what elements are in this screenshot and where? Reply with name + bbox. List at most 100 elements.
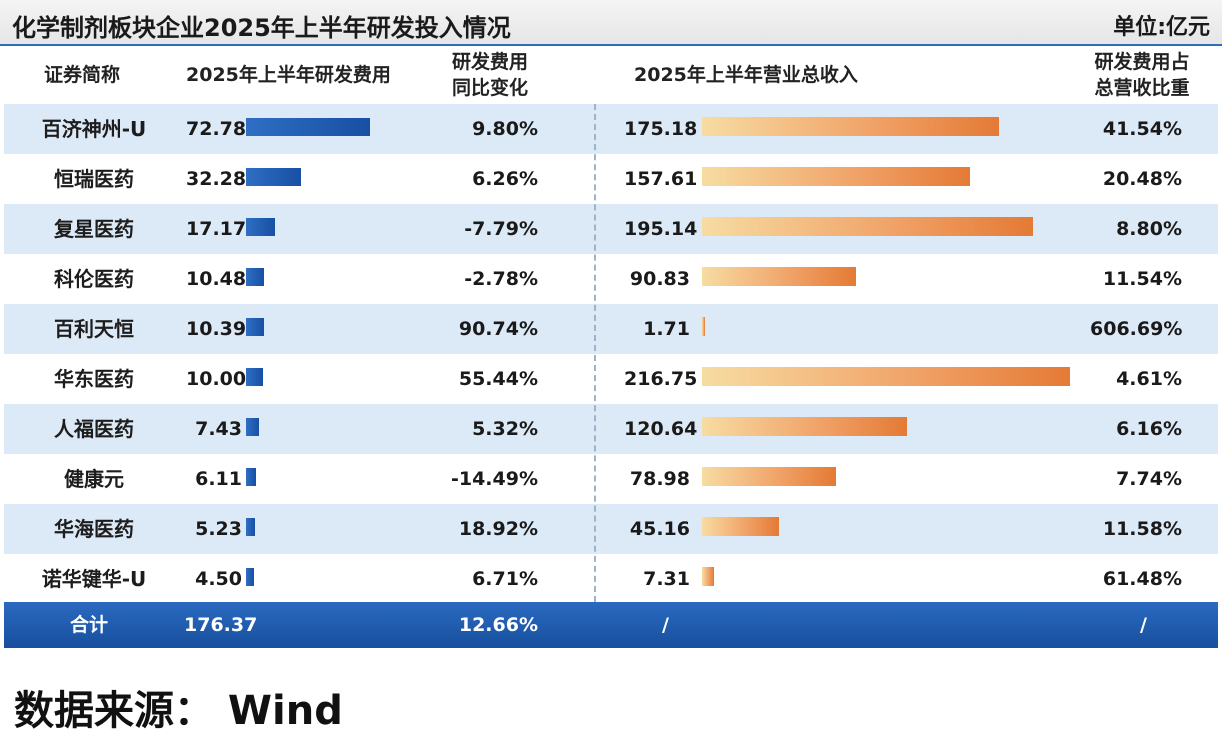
rd-bar bbox=[246, 168, 301, 186]
rd-value: 7.43 bbox=[195, 418, 242, 440]
table-header: 证券简称 2025年上半年研发费用 研发费用 同比变化 2025年上半年营业总收… bbox=[4, 46, 1218, 105]
revenue-value: 7.31 bbox=[643, 568, 690, 590]
revenue-value: 78.98 bbox=[629, 468, 690, 490]
header-ratio-line2: 总营收比重 bbox=[1094, 77, 1190, 99]
header-name: 证券简称 bbox=[44, 64, 121, 86]
rd-value: 10.00 bbox=[186, 368, 247, 390]
rd-yoy-change: 9.80% bbox=[472, 118, 538, 140]
total-row: 合计 176.37 12.66% / / bbox=[4, 602, 1218, 648]
revenue-bar bbox=[702, 517, 779, 536]
chart-title: 化学制剂板块企业2025年上半年研发投入情况 bbox=[12, 14, 511, 42]
rd-bar bbox=[246, 518, 255, 536]
rd-revenue-ratio: 8.80% bbox=[1116, 218, 1182, 240]
revenue-value: 195.14 bbox=[624, 218, 698, 240]
total-revenue: / bbox=[662, 614, 669, 636]
table-row: 百济神州-U 72.78 9.80% 175.18 41.54% bbox=[4, 104, 1218, 154]
header-ratio-line1: 研发费用占 bbox=[1094, 51, 1190, 73]
rd-value: 72.78 bbox=[186, 118, 247, 140]
revenue-value: 216.75 bbox=[624, 368, 698, 390]
rd-bar bbox=[246, 468, 257, 486]
revenue-bar bbox=[702, 367, 1070, 386]
revenue-value: 120.64 bbox=[624, 418, 698, 440]
rd-bar bbox=[246, 118, 370, 136]
revenue-value: 175.18 bbox=[624, 118, 698, 140]
rd-yoy-change: -14.49% bbox=[450, 468, 538, 490]
rd-bar bbox=[246, 418, 259, 436]
revenue-bar bbox=[702, 217, 1034, 236]
rd-yoy-change: 55.44% bbox=[458, 368, 538, 390]
total-rd: 176.37 bbox=[184, 614, 258, 636]
rd-value: 10.39 bbox=[186, 318, 247, 340]
total-ratio: / bbox=[1140, 614, 1147, 636]
table-row: 华海医药 5.23 18.92% 45.16 11.58% bbox=[4, 504, 1218, 554]
revenue-value: 45.16 bbox=[629, 518, 690, 540]
rd-value: 5.23 bbox=[195, 518, 242, 540]
company-name: 百济神州-U bbox=[41, 117, 147, 141]
revenue-value: 157.61 bbox=[624, 168, 698, 190]
unit-label: 单位:亿元 bbox=[1113, 15, 1210, 40]
rd-yoy-change: 6.71% bbox=[472, 568, 538, 590]
rd-revenue-ratio: 606.69% bbox=[1090, 318, 1183, 340]
company-name: 科伦医药 bbox=[54, 267, 134, 291]
table-row: 科伦医药 10.48 -2.78% 90.83 11.54% bbox=[4, 254, 1218, 304]
rd-bar bbox=[246, 268, 264, 286]
revenue-bar bbox=[702, 417, 907, 436]
header-revenue: 2025年上半年营业总收入 bbox=[634, 64, 858, 86]
rd-revenue-ratio: 20.48% bbox=[1102, 168, 1182, 190]
company-name: 华海医药 bbox=[54, 517, 134, 541]
rd-bar bbox=[246, 368, 264, 386]
rd-yoy-change: 5.32% bbox=[472, 418, 538, 440]
column-divider bbox=[594, 104, 596, 602]
revenue-bar bbox=[702, 267, 857, 286]
company-name: 百利天恒 bbox=[54, 317, 134, 341]
rd-yoy-change: 18.92% bbox=[458, 518, 538, 540]
revenue-value: 90.83 bbox=[629, 268, 690, 290]
rd-revenue-ratio: 11.54% bbox=[1102, 268, 1182, 290]
rd-revenue-ratio: 4.61% bbox=[1116, 368, 1182, 390]
revenue-value: 1.71 bbox=[643, 318, 690, 340]
table-row: 健康元 6.11 -14.49% 78.98 7.74% bbox=[4, 454, 1218, 504]
company-name: 人福医药 bbox=[54, 417, 134, 441]
table-row: 百利天恒 10.39 90.74% 1.71 606.69% bbox=[4, 304, 1218, 354]
table-row: 诺华键华-U 4.50 6.71% 7.31 61.48% bbox=[4, 554, 1218, 604]
company-name: 诺华键华-U bbox=[41, 567, 147, 591]
revenue-bar bbox=[702, 317, 705, 336]
company-name: 复星医药 bbox=[54, 217, 134, 241]
rd-revenue-ratio: 6.16% bbox=[1116, 418, 1182, 440]
title-bar: 化学制剂板块企业2025年上半年研发投入情况 单位:亿元 bbox=[0, 0, 1222, 46]
rd-yoy-change: 90.74% bbox=[458, 318, 538, 340]
rd-revenue-ratio: 7.74% bbox=[1116, 468, 1182, 490]
rd-yoy-change: -2.78% bbox=[464, 268, 538, 290]
company-name: 华东医药 bbox=[54, 367, 134, 391]
total-label: 合计 bbox=[70, 614, 109, 636]
rd-value: 6.11 bbox=[195, 468, 242, 490]
revenue-bar bbox=[702, 167, 970, 186]
data-source: 数据来源： Wind bbox=[14, 688, 343, 734]
header-rd: 2025年上半年研发费用 bbox=[186, 64, 391, 86]
total-yoy: 12.66% bbox=[458, 614, 538, 636]
header-yoy-line1: 研发费用 bbox=[451, 51, 528, 73]
revenue-bar bbox=[702, 467, 837, 486]
revenue-bar bbox=[702, 567, 715, 586]
rd-value: 32.28 bbox=[186, 168, 247, 190]
rd-bar bbox=[246, 568, 254, 586]
rd-revenue-ratio: 41.54% bbox=[1102, 118, 1182, 140]
rd-revenue-ratio: 61.48% bbox=[1102, 568, 1182, 590]
table-row: 华东医药 10.00 55.44% 216.75 4.61% bbox=[4, 354, 1218, 404]
rd-revenue-ratio: 11.58% bbox=[1102, 518, 1182, 540]
rd-yoy-change: -7.79% bbox=[464, 218, 538, 240]
table-row: 人福医药 7.43 5.32% 120.64 6.16% bbox=[4, 404, 1218, 454]
table-row: 恒瑞医药 32.28 6.26% 157.61 20.48% bbox=[4, 154, 1218, 204]
company-name: 恒瑞医药 bbox=[54, 167, 134, 191]
table-row: 复星医药 17.17 -7.79% 195.14 8.80% bbox=[4, 204, 1218, 254]
data-table: 证券简称 2025年上半年研发费用 研发费用 同比变化 2025年上半年营业总收… bbox=[4, 46, 1218, 648]
rd-yoy-change: 6.26% bbox=[472, 168, 538, 190]
rd-value: 10.48 bbox=[186, 268, 247, 290]
rd-bar bbox=[246, 318, 264, 336]
revenue-bar bbox=[702, 117, 1000, 136]
company-name: 健康元 bbox=[64, 467, 124, 491]
rd-bar bbox=[246, 218, 276, 236]
rd-value: 17.17 bbox=[186, 218, 247, 240]
header-yoy-line2: 同比变化 bbox=[451, 77, 528, 99]
rd-value: 4.50 bbox=[195, 568, 242, 590]
